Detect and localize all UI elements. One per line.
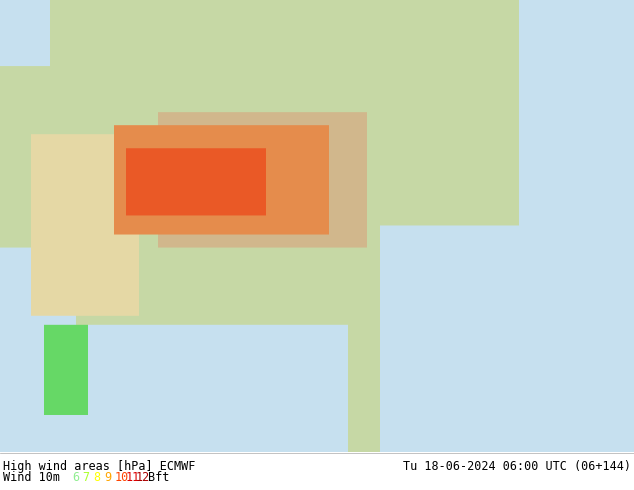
Text: 7: 7 (82, 471, 89, 484)
Text: 6: 6 (72, 471, 79, 484)
Text: Tu 18-06-2024 06:00 UTC (06+144): Tu 18-06-2024 06:00 UTC (06+144) (403, 461, 631, 473)
Text: 9: 9 (104, 471, 111, 484)
Text: 12: 12 (136, 471, 150, 484)
Text: Wind 10m: Wind 10m (3, 471, 60, 484)
Text: 10: 10 (115, 471, 129, 484)
Text: 8: 8 (93, 471, 100, 484)
Text: 11: 11 (126, 471, 139, 484)
Text: High wind areas [hPa] ECMWF: High wind areas [hPa] ECMWF (3, 461, 195, 473)
Text: Bft: Bft (148, 471, 170, 484)
